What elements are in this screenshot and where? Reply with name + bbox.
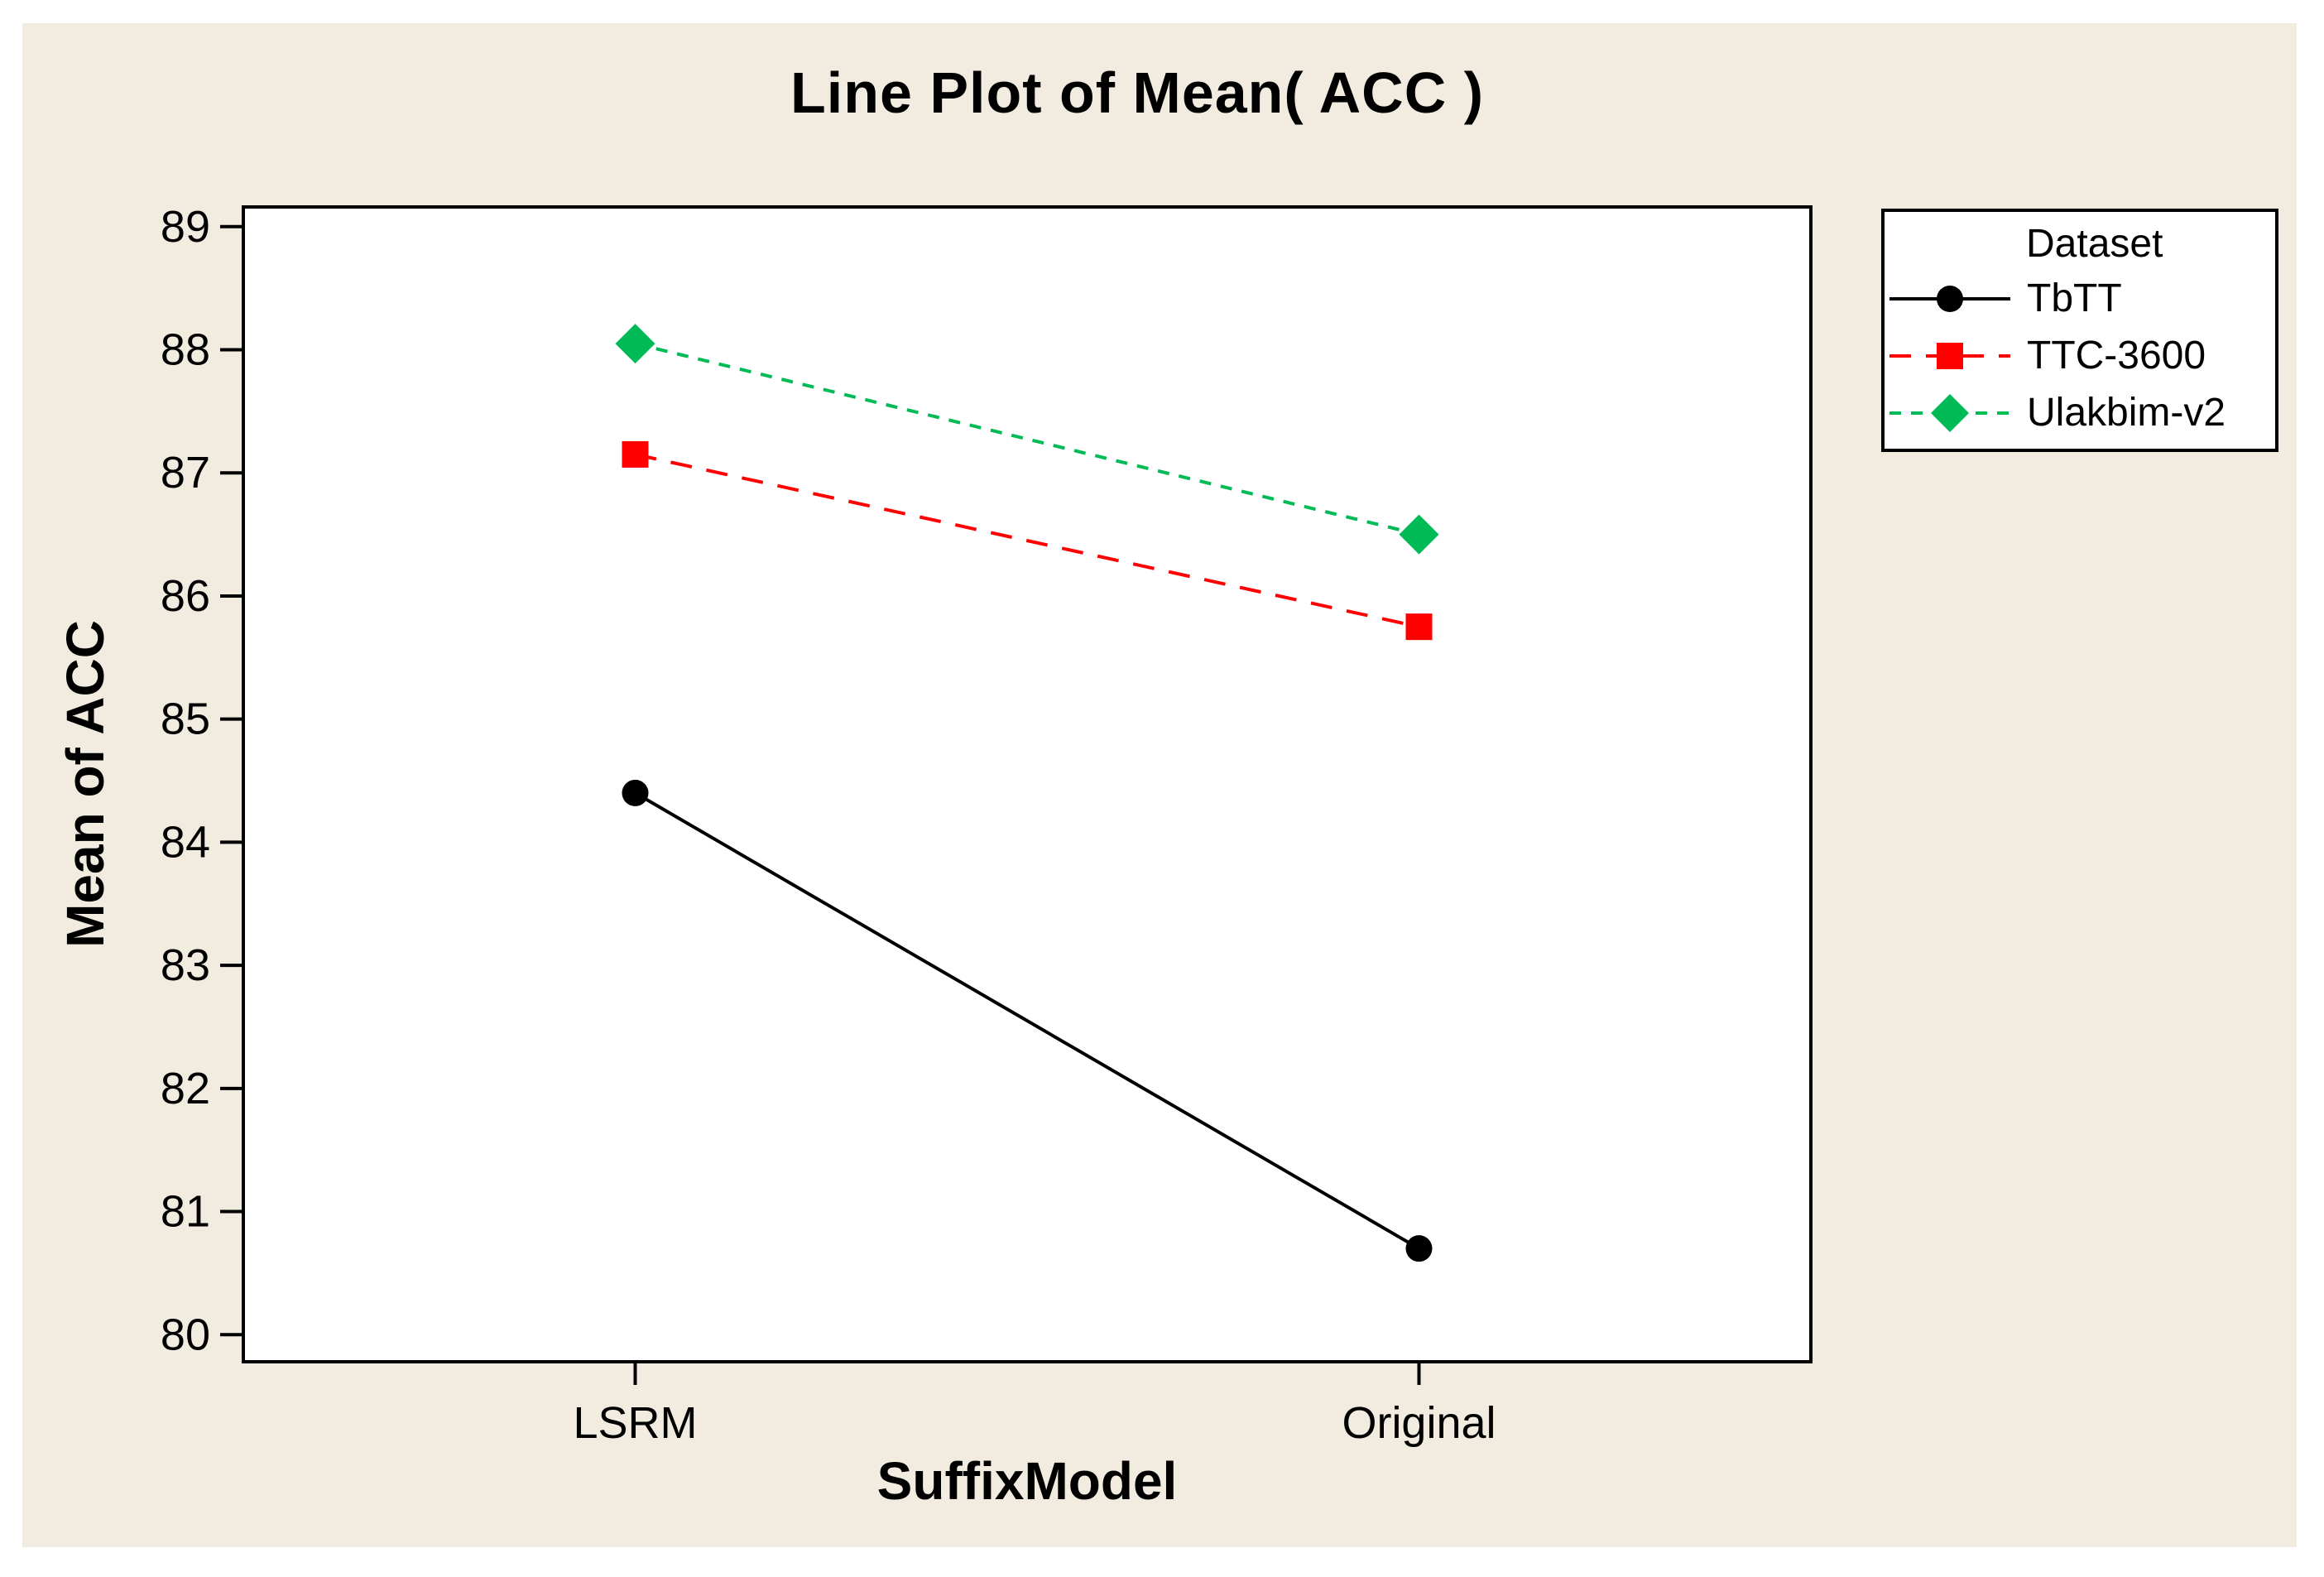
y-axis-title: Mean of ACC <box>55 620 115 948</box>
series-tbtt-circle-marker <box>622 779 649 806</box>
x-tick-label: Original <box>1342 1398 1496 1448</box>
series-line-tbtt <box>634 791 1420 1250</box>
legend-title: Dataset <box>2026 222 2163 266</box>
legend-sample-square <box>1889 342 2010 369</box>
legend-sample-diamond <box>1889 393 2010 432</box>
series-ttc-3600-square-marker <box>1405 613 1433 641</box>
series-tbtt-circle-marker <box>1405 1235 1433 1262</box>
legend-label: TbTT <box>2027 276 2122 320</box>
legend-label: Ulakbim-v2 <box>2027 391 2226 435</box>
legend-label: TTC-3600 <box>2027 334 2206 377</box>
legend-sample-circle <box>1889 285 2010 312</box>
series-ulakbim-v2-diamond-marker <box>1399 514 1439 555</box>
series-line-ulakbim-v2 <box>635 342 1419 536</box>
x-axis-title: SuffixModel <box>876 1451 1178 1511</box>
series-line-ttc-3600 <box>635 452 1419 629</box>
plot-area <box>242 205 1813 1363</box>
y-tick-label: 86 <box>161 571 210 621</box>
y-tick-label: 84 <box>161 817 210 867</box>
legend-rows: TbTT TTC-3600 Ulakbim-v2 <box>1885 270 2275 441</box>
y-tick-label: 82 <box>161 1064 210 1113</box>
y-tick-label: 88 <box>161 325 210 375</box>
chart-title: Line Plot of Mean( ACC ) <box>790 60 1485 125</box>
y-tick-label: 87 <box>161 448 210 498</box>
series-ulakbim-v2-diamond-marker <box>615 324 655 364</box>
legend-item-ulakbim-v2: Ulakbim-v2 <box>1885 384 2275 441</box>
y-tick-label: 81 <box>161 1187 210 1237</box>
legend-item-tbtt: TbTT <box>1885 270 2275 327</box>
x-tick-label: LSRM <box>573 1398 697 1448</box>
y-tick-label: 85 <box>161 695 210 744</box>
legend: Dataset TbTT TTC-3600 Ulakbim-v2 <box>1881 209 2278 452</box>
y-tick-label: 89 <box>161 202 210 252</box>
series-ttc-3600-square-marker <box>622 440 649 468</box>
y-tick-label: 83 <box>161 940 210 990</box>
legend-item-ttc-3600: TTC-3600 <box>1885 327 2275 384</box>
y-tick-label: 80 <box>161 1310 210 1359</box>
